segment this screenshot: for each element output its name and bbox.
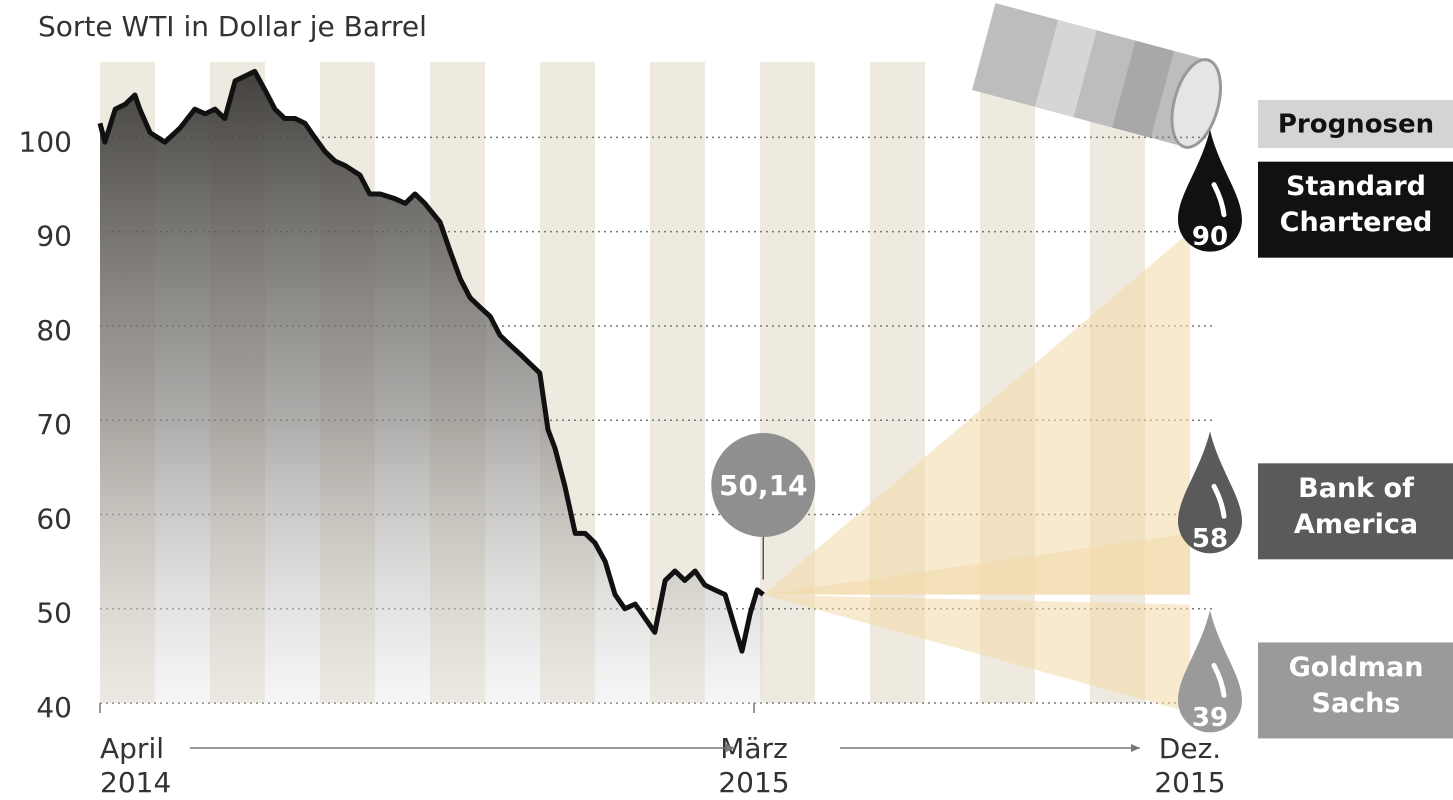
forecast-name: Sachs (1312, 688, 1401, 719)
forecast-title-box (1258, 100, 1453, 148)
forecast-name: Bank of (1298, 473, 1414, 504)
forecast-drop (1178, 610, 1242, 733)
forecast-name-box (1258, 463, 1453, 560)
forecast-drop (1178, 431, 1242, 554)
price-area (100, 71, 764, 704)
forecast-value: 90 (1192, 222, 1228, 252)
stripe (870, 62, 925, 703)
y-tick-label: 70 (36, 408, 72, 441)
chart-subtitle: Sorte WTI in Dollar je Barrel (38, 10, 427, 43)
barrel-lid (1170, 58, 1222, 149)
barrel-icon (972, 3, 1222, 149)
barrel-ring (1112, 40, 1175, 138)
forecast-fan (763, 594, 1190, 713)
x-tick-label: April 2014 (100, 732, 171, 799)
forecast-title: Prognosen (1278, 110, 1434, 140)
y-tick-label: 60 (36, 502, 72, 535)
y-tick-label: 80 (36, 314, 72, 347)
price-line (97, 68, 765, 654)
forecast-name-box (1258, 642, 1453, 739)
y-tick-label: 90 (36, 220, 72, 253)
forecast-fan (763, 231, 1190, 595)
forecast-value: 58 (1192, 524, 1228, 554)
y-tick-label: 40 (36, 691, 72, 724)
forecast-drop (1178, 129, 1242, 252)
annotation-text: 50,14 (719, 469, 808, 502)
drop-shine (1211, 483, 1227, 519)
barrel-ring (1034, 19, 1097, 118)
arrow-head (726, 744, 735, 752)
y-tick-label: 50 (36, 597, 72, 630)
drop-shine (1211, 182, 1227, 218)
x-tick-label: März 2015 (718, 732, 789, 799)
drop-shine (1211, 662, 1227, 698)
forecast-name: Standard (1286, 171, 1426, 202)
annotation-bubble (711, 433, 816, 537)
forecast-name: America (1294, 509, 1418, 540)
stripe (760, 62, 815, 703)
y-tick-label: 100 (19, 125, 72, 158)
forecast-fan (763, 533, 1190, 595)
forecast-name: Chartered (1280, 207, 1433, 238)
x-tick-label: Dez. 2015 (1154, 732, 1225, 799)
forecast-name: Goldman (1289, 652, 1424, 683)
arrow-head (1131, 744, 1140, 752)
forecast-value: 39 (1192, 703, 1228, 733)
forecast-name-box (1258, 161, 1453, 258)
